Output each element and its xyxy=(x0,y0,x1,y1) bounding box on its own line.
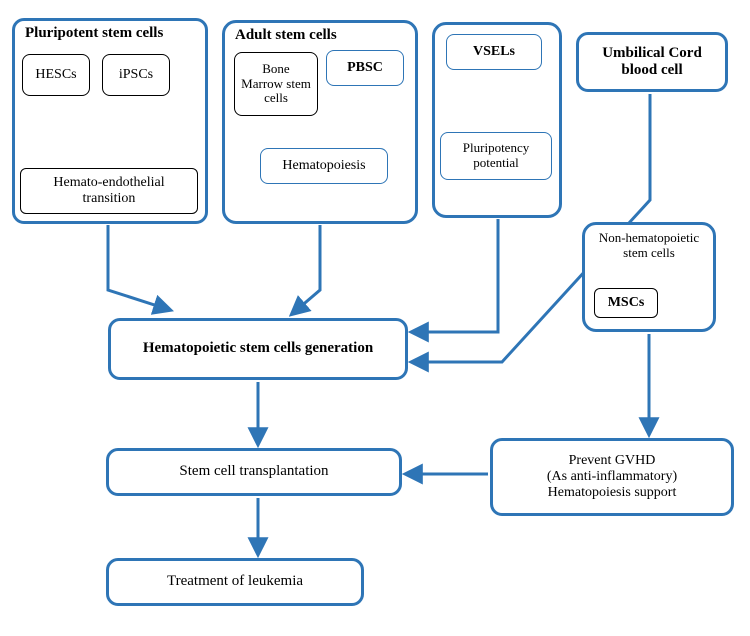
mscs-box: MSCs xyxy=(594,288,658,318)
treat-label: Treatment of leukemia xyxy=(167,573,303,590)
adult-title: Adult stem cells xyxy=(235,27,337,44)
pluripotency-label: Pluripotency potential xyxy=(447,141,545,171)
hescs-label: HESCs xyxy=(35,67,76,83)
bm-box: Bone Marrow stem cells xyxy=(234,52,318,116)
umbilical-label: Umbilical Cord blood cell xyxy=(585,45,719,80)
nonhem-title: Non-hematopoietic stem cells xyxy=(593,231,705,261)
vsels-box: VSELs xyxy=(446,34,542,70)
mscs-label: MSCs xyxy=(608,295,645,311)
sct-box: Stem cell transplantation xyxy=(106,448,402,496)
pbsc-box: PBSC xyxy=(326,50,404,86)
sct-label: Stem cell transplantation xyxy=(179,463,328,480)
pbsc-label: PBSC xyxy=(347,60,383,76)
umbilical-box: Umbilical Cord blood cell xyxy=(576,32,728,92)
ipscs-box: iPSCs xyxy=(102,54,170,96)
hsc-gen-box: Hematopoietic stem cells generation xyxy=(108,318,408,380)
gvhd-box: Prevent GVHD (As anti-inflammatory) Hema… xyxy=(490,438,734,516)
pluripotency-box: Pluripotency potential xyxy=(440,132,552,180)
bm-label: Bone Marrow stem cells xyxy=(241,62,311,107)
hematopoiesis-label: Hematopoiesis xyxy=(282,158,365,174)
hsc-gen-label: Hematopoietic stem cells generation xyxy=(143,340,373,357)
pluripotent-title: Pluripotent stem cells xyxy=(25,25,163,42)
hescs-box: HESCs xyxy=(22,54,90,96)
hematopoiesis-box: Hematopoiesis xyxy=(260,148,388,184)
hemato-endo-label: Hemato-endothelial transition xyxy=(27,175,191,207)
gvhd-label: Prevent GVHD (As anti-inflammatory) Hema… xyxy=(547,453,677,501)
ipscs-label: iPSCs xyxy=(119,67,153,83)
hemato-endo-box: Hemato-endothelial transition xyxy=(20,168,198,214)
treat-box: Treatment of leukemia xyxy=(106,558,364,606)
vsels-label: VSELs xyxy=(473,44,515,60)
